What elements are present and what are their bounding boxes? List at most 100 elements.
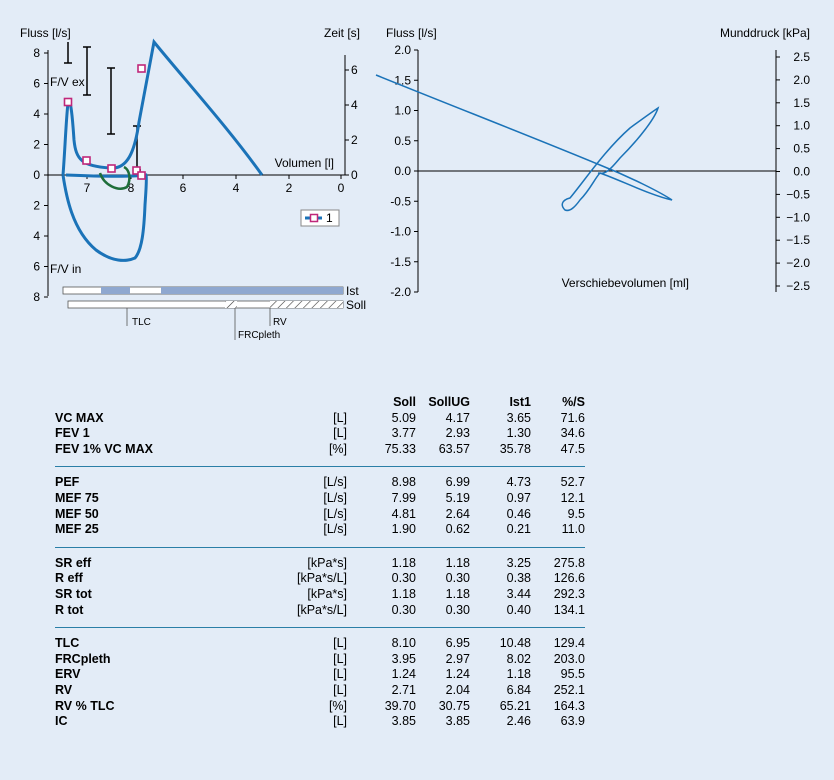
ist-bar-segment-1	[101, 287, 130, 294]
fv-x-tick-label: 7	[84, 181, 91, 195]
rv-label: RV	[273, 317, 287, 328]
param-unit: [L]	[333, 426, 347, 441]
marker-4	[132, 166, 141, 175]
param-name: SR tot	[55, 586, 92, 601]
fv-markers	[63, 64, 146, 180]
param-value: 3.85	[391, 714, 416, 729]
param-unit: [%]	[328, 698, 347, 713]
param-name: FRCpleth	[55, 651, 111, 666]
param-name: FEV 1	[55, 426, 90, 441]
rl-right-tick-label: 1.5	[793, 96, 810, 110]
rl-left-tick-label: -1.0	[390, 225, 411, 239]
param-value: 4.73	[506, 475, 531, 490]
rl-right-tick-label: 2.0	[793, 73, 810, 87]
rl-right-tick-label: 0.0	[793, 165, 810, 179]
param-name: MEF 25	[55, 522, 99, 537]
param-value: 2.97	[445, 651, 470, 666]
param-unit: [%]	[328, 441, 347, 456]
table-row: R eff [kPa*s/L] 0.30 0.30 0.38 126.6	[55, 571, 585, 587]
param-value: 292.3	[553, 586, 585, 601]
param-value: 34.6	[560, 426, 585, 441]
param-value: 71.6	[560, 410, 585, 425]
fv-small-loop	[98, 165, 131, 190]
param-value: 39.70	[384, 698, 416, 713]
param-unit: [L/s]	[323, 475, 347, 490]
marker-1	[63, 97, 73, 107]
fv-left-tick-label: 0	[33, 168, 40, 182]
fv-x-tick-label: 6	[180, 181, 187, 195]
frc-label: FRCpleth	[238, 330, 280, 341]
param-value: 9.5	[567, 506, 585, 521]
header-percent: %/S	[562, 395, 585, 409]
param-value: 0.46	[506, 506, 531, 521]
fv-x-axis-label: Volumen [l]	[275, 156, 334, 170]
param-unit: [kPa*s]	[307, 555, 347, 570]
rl-right-tick-label: −0.5	[786, 187, 810, 201]
param-value: 275.8	[553, 555, 585, 570]
table-group-separator	[55, 537, 585, 548]
param-value: 2.71	[391, 682, 416, 697]
param-value: 134.1	[553, 602, 585, 617]
param-value: 0.30	[445, 571, 470, 586]
rl-left-tick-label: -2.0	[390, 285, 411, 299]
param-value: 0.30	[391, 602, 416, 617]
param-value: 95.5	[560, 667, 585, 682]
fv-left-tick-label: 6	[33, 77, 40, 91]
param-unit: [L/s]	[323, 490, 347, 505]
table-row: MEF 50 [L/s] 4.81 2.64 0.46 9.5	[55, 507, 585, 523]
param-name: MEF 75	[55, 490, 99, 505]
rl-right-axis-label: Munddruck [kPa]	[720, 26, 810, 40]
rl-left-ticks: 2.01.51.00.50.0-0.5-1.0-1.5-2.0	[390, 43, 418, 299]
param-value: 1.24	[391, 667, 416, 682]
table-row: ERV [L] 1.24 1.24 1.18 95.5	[55, 667, 585, 683]
param-unit: [kPa*s/L]	[296, 571, 347, 586]
param-value: 11.0	[561, 522, 585, 537]
legend-label: 1	[326, 211, 333, 225]
fv-x-tick-label: 8	[128, 181, 135, 195]
param-value: 75.33	[384, 441, 416, 456]
param-value: 3.77	[391, 426, 416, 441]
parameter-table-container: Soll SollUG Ist1 %/S VC MAX [L] 5.09 4.17 3.…	[55, 395, 585, 730]
param-value: 126.6	[553, 571, 585, 586]
fv-left-tick-label: 2	[33, 138, 40, 152]
param-value: 1.30	[506, 426, 531, 441]
table-group-gap	[55, 467, 585, 476]
param-value: 1.18	[506, 667, 531, 682]
fv-expiratory-curve	[61, 38, 264, 176]
rl-left-axis-label: Fluss [l/s]	[386, 26, 437, 40]
param-value: 65.21	[499, 698, 531, 713]
table-row: MEF 25 [L/s] 1.90 0.62 0.21 11.0	[55, 522, 585, 538]
param-value: 63.9	[560, 714, 585, 729]
fv-lower-label: F/V in	[50, 262, 81, 276]
rl-right-tick-label: 2.5	[793, 50, 810, 64]
fv-right-axis-label: Zeit [s]	[324, 26, 360, 40]
marker-3	[107, 164, 116, 173]
table-row: VC MAX [L] 5.09 4.17 3.65 71.6	[55, 411, 585, 427]
fv-x-tick-label: 2	[286, 181, 293, 195]
rl-right-tick-label: 0.5	[793, 142, 810, 156]
param-value: 0.62	[445, 522, 470, 537]
table-body: VC MAX [L] 5.09 4.17 3.65 71.6 FEV 1 [L] 3.77 2.9…	[55, 411, 585, 730]
param-value: 2.64	[445, 506, 470, 521]
header-sollug: SollUG	[428, 395, 470, 409]
rl-right-tick-label: −2.0	[786, 256, 810, 270]
rl-left-tick-label: 1.0	[394, 104, 411, 118]
fv-legend: 1	[300, 209, 340, 227]
fv-left-axis-label: Fluss [l/s]	[20, 26, 71, 40]
param-value: 1.90	[391, 522, 416, 537]
param-name: IC	[55, 714, 68, 729]
flow-volume-chart: Fluss [l/s] Zeit [s] 8 6 4 2 0 2 4 6 8 6 4 2 0 7 8 6 4…	[20, 26, 366, 341]
marker-6	[137, 64, 146, 73]
param-value: 2.04	[445, 682, 470, 697]
rl-right-tick-label: −2.5	[786, 279, 810, 293]
param-value: 4.81	[391, 506, 416, 521]
param-value: 1.18	[445, 555, 470, 570]
rl-left-tick-label: -0.5	[390, 194, 411, 208]
table-row: SR tot [kPa*s] 1.18 1.18 3.44 292.3	[55, 587, 585, 603]
param-unit: [L]	[333, 682, 347, 697]
gap-cell	[55, 547, 585, 556]
param-name: TLC	[55, 636, 80, 651]
param-value: 5.09	[391, 410, 416, 425]
separator-cell	[55, 537, 585, 548]
gap-cell	[55, 628, 585, 637]
